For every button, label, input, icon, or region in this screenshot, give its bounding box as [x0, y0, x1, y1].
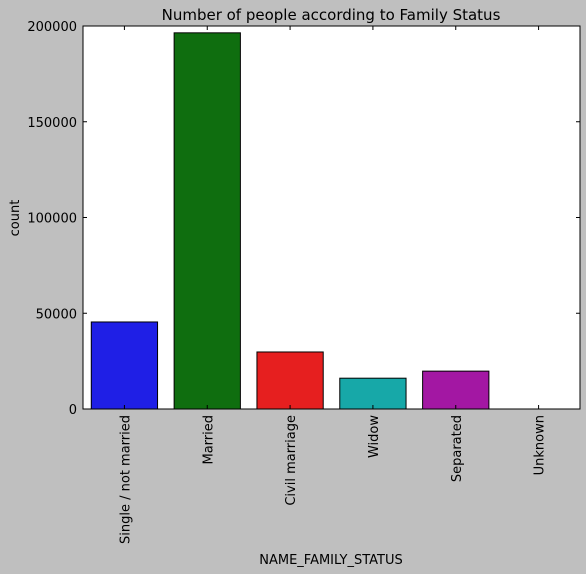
x-tick-label: Unknown: [533, 415, 548, 475]
y-tick-label: 150000: [27, 116, 77, 131]
y-tick-label: 200000: [27, 20, 77, 35]
y-axis-label: count: [8, 200, 23, 237]
x-tick-label: Married: [201, 415, 216, 465]
bar-widow: [340, 378, 406, 409]
bar-single-not-married: [91, 322, 157, 409]
bar-civil-marriage: [257, 352, 323, 409]
chart-title: Number of people according to Family Sta…: [162, 6, 501, 24]
y-tick-label: 100000: [27, 212, 77, 227]
x-tick-label: Widow: [367, 415, 382, 458]
bar-married: [174, 33, 240, 409]
y-tick-label: 0: [69, 403, 77, 418]
x-tick-label: Single / not married: [118, 415, 133, 544]
bar-separated: [423, 371, 489, 409]
x-tick-label: Civil marriage: [284, 415, 299, 506]
x-tick-label: Separated: [450, 415, 465, 482]
y-tick-label: 50000: [36, 307, 77, 322]
x-axis-label: NAME_FAMILY_STATUS: [259, 553, 403, 568]
